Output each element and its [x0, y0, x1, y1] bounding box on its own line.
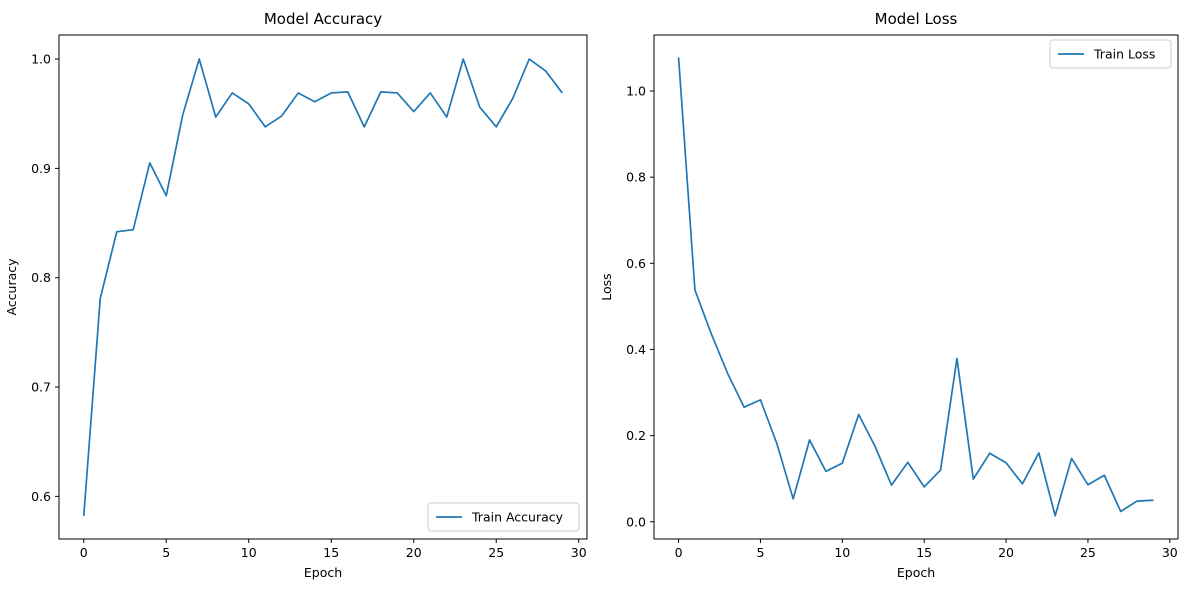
y-tick-label: 0.8: [626, 170, 646, 185]
x-tick-label: 0: [675, 545, 683, 560]
x-tick-label: 10: [834, 545, 850, 560]
loss-chart: Model Loss Epoch Loss 0 5 10 15 20 25 30 0.0 0.2…: [599, 10, 1179, 580]
accuracy-chart: Model Accuracy Epoch Accuracy 0 5 10 15 20 25…: [4, 10, 588, 580]
chart-title: Model Loss: [875, 10, 958, 28]
series-line: [82, 58, 563, 517]
y-tick-label: 1.0: [31, 52, 51, 67]
y-tick-label: 0.6: [31, 489, 51, 504]
x-axis-label: Epoch: [304, 565, 342, 580]
x-tick-label: 15: [916, 545, 932, 560]
series: [677, 57, 1154, 517]
y-axis-label: Loss: [599, 273, 614, 300]
legend: Train Accuracy: [427, 502, 580, 532]
legend-box: [427, 502, 580, 532]
x-axis-label: Epoch: [897, 565, 935, 580]
y-tick-label: 0.7: [31, 380, 51, 395]
x-tick-label: 25: [1080, 545, 1096, 560]
plot-frame: [58, 34, 588, 540]
series: [82, 58, 563, 517]
x-tick-label: 25: [488, 545, 504, 560]
y-axis-label: Accuracy: [4, 258, 19, 316]
y-tick-label: 0.8: [31, 270, 51, 285]
x-tick-label: 20: [998, 545, 1014, 560]
x-tick-label: 30: [571, 545, 587, 560]
y-tick-label: 0.6: [626, 256, 646, 271]
x-tick-label: 15: [323, 545, 339, 560]
legend-label: Train Accuracy: [471, 510, 564, 525]
x-tick-label: 10: [241, 545, 257, 560]
y-tick-label: 0.2: [626, 428, 646, 443]
series-line: [677, 57, 1154, 517]
x-tick-label: 5: [162, 545, 170, 560]
x-tick-label: 20: [406, 545, 422, 560]
x-tick-label: 0: [80, 545, 88, 560]
legend: Train Loss: [1049, 39, 1172, 69]
ticks: 0 5 10 15 20 25 30 0.0 0.2 0.4 0.6 0.8 1.0: [626, 84, 1178, 561]
ticks: 0 5 10 15 20 25 30 0.6 0.7 0.8 0.9 1.0: [31, 52, 587, 560]
x-tick-label: 5: [756, 545, 764, 560]
y-tick-label: 0.9: [31, 161, 51, 176]
y-tick-label: 0.0: [626, 514, 646, 529]
legend-label: Train Loss: [1093, 47, 1155, 62]
plot-frame: [653, 34, 1179, 540]
x-tick-label: 30: [1162, 545, 1178, 560]
chart-title: Model Accuracy: [264, 10, 382, 28]
legend-box: [1049, 39, 1172, 69]
y-tick-label: 0.4: [626, 342, 646, 357]
y-tick-label: 1.0: [626, 84, 646, 99]
